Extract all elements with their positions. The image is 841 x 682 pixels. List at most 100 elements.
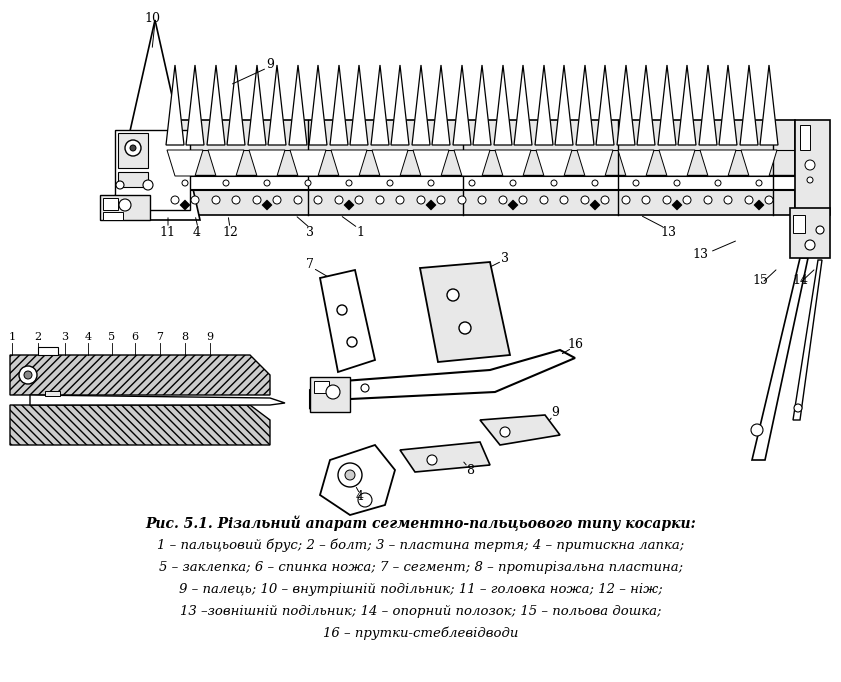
Polygon shape bbox=[227, 65, 245, 145]
Polygon shape bbox=[249, 150, 285, 176]
Text: 13: 13 bbox=[660, 226, 676, 239]
Bar bbox=[800, 125, 810, 150]
Bar bbox=[790, 208, 830, 258]
Circle shape bbox=[674, 180, 680, 186]
Polygon shape bbox=[186, 65, 204, 145]
Polygon shape bbox=[453, 65, 471, 145]
Circle shape bbox=[478, 196, 486, 204]
Polygon shape bbox=[268, 65, 286, 145]
Circle shape bbox=[253, 196, 261, 204]
Polygon shape bbox=[637, 65, 655, 145]
Polygon shape bbox=[372, 150, 408, 176]
Polygon shape bbox=[494, 65, 512, 145]
Circle shape bbox=[459, 322, 471, 334]
Circle shape bbox=[633, 180, 639, 186]
Bar bbox=[100, 195, 150, 220]
Circle shape bbox=[19, 366, 37, 384]
Polygon shape bbox=[413, 150, 449, 176]
Circle shape bbox=[182, 180, 188, 186]
Circle shape bbox=[469, 180, 475, 186]
Bar bbox=[38, 347, 58, 355]
Text: 9: 9 bbox=[551, 406, 559, 419]
Circle shape bbox=[326, 385, 340, 399]
Polygon shape bbox=[596, 65, 614, 145]
Polygon shape bbox=[514, 65, 532, 145]
Bar bbox=[103, 212, 123, 220]
Circle shape bbox=[816, 226, 824, 234]
Text: 16 – прутки-стеблевідводи: 16 – прутки-стеблевідводи bbox=[323, 626, 519, 640]
Text: 8: 8 bbox=[182, 332, 188, 342]
Circle shape bbox=[765, 196, 773, 204]
Text: 13 –зовнішній подільник; 14 – опорний полозок; 15 – польова дошка;: 13 –зовнішній подільник; 14 – опорний по… bbox=[180, 604, 662, 617]
Bar bbox=[314, 381, 329, 393]
Polygon shape bbox=[344, 200, 354, 210]
Polygon shape bbox=[700, 150, 736, 176]
Text: 9: 9 bbox=[206, 332, 214, 342]
Text: 3: 3 bbox=[501, 252, 509, 265]
Circle shape bbox=[551, 180, 557, 186]
Polygon shape bbox=[617, 65, 635, 145]
Polygon shape bbox=[320, 445, 395, 515]
Polygon shape bbox=[371, 65, 389, 145]
Polygon shape bbox=[536, 150, 572, 176]
Text: 7: 7 bbox=[306, 258, 314, 271]
Bar bbox=[45, 391, 60, 396]
Circle shape bbox=[499, 196, 507, 204]
Polygon shape bbox=[208, 150, 244, 176]
Circle shape bbox=[622, 196, 630, 204]
Polygon shape bbox=[412, 65, 430, 145]
Text: 12: 12 bbox=[222, 226, 238, 239]
Polygon shape bbox=[262, 200, 272, 210]
Circle shape bbox=[358, 493, 372, 507]
Text: 4: 4 bbox=[356, 490, 364, 503]
Polygon shape bbox=[420, 262, 510, 362]
Polygon shape bbox=[576, 65, 594, 145]
Text: 1: 1 bbox=[356, 226, 364, 239]
Circle shape bbox=[458, 196, 466, 204]
Circle shape bbox=[500, 427, 510, 437]
Circle shape bbox=[642, 196, 650, 204]
Polygon shape bbox=[740, 65, 758, 145]
Polygon shape bbox=[508, 200, 518, 210]
Circle shape bbox=[428, 180, 434, 186]
Circle shape bbox=[130, 145, 136, 151]
Polygon shape bbox=[432, 65, 450, 145]
Polygon shape bbox=[480, 415, 560, 445]
Polygon shape bbox=[672, 200, 682, 210]
Polygon shape bbox=[760, 65, 778, 145]
Polygon shape bbox=[454, 150, 490, 176]
Polygon shape bbox=[473, 65, 491, 145]
Polygon shape bbox=[699, 65, 717, 145]
Circle shape bbox=[24, 371, 32, 379]
Circle shape bbox=[305, 180, 311, 186]
Circle shape bbox=[335, 196, 343, 204]
Text: 14: 14 bbox=[792, 273, 808, 286]
Circle shape bbox=[745, 196, 753, 204]
Circle shape bbox=[116, 181, 124, 189]
Bar bbox=[103, 198, 118, 210]
Circle shape bbox=[751, 424, 763, 436]
Polygon shape bbox=[741, 150, 777, 176]
Circle shape bbox=[355, 196, 363, 204]
Polygon shape bbox=[754, 200, 764, 210]
Circle shape bbox=[387, 180, 393, 186]
Circle shape bbox=[437, 196, 445, 204]
Text: 5 – заклепка; 6 – спинка ножа; 7 – сегмент; 8 – протирізальна пластина;: 5 – заклепка; 6 – спинка ножа; 7 – сегме… bbox=[159, 561, 683, 574]
Circle shape bbox=[601, 196, 609, 204]
Polygon shape bbox=[320, 270, 375, 372]
Polygon shape bbox=[180, 200, 190, 210]
Circle shape bbox=[294, 196, 302, 204]
Text: 10: 10 bbox=[144, 12, 160, 25]
Circle shape bbox=[724, 196, 732, 204]
Circle shape bbox=[347, 337, 357, 347]
Text: 3: 3 bbox=[61, 332, 69, 342]
Text: 1 – пальцьовий брус; 2 – болт; 3 – пластина тертя; 4 – притискна лапка;: 1 – пальцьовий брус; 2 – болт; 3 – пласт… bbox=[157, 538, 685, 552]
Polygon shape bbox=[719, 65, 737, 145]
Polygon shape bbox=[10, 355, 270, 395]
Polygon shape bbox=[658, 65, 676, 145]
Bar bbox=[793, 215, 805, 233]
Circle shape bbox=[560, 196, 568, 204]
Circle shape bbox=[447, 289, 459, 301]
Circle shape bbox=[581, 196, 589, 204]
Polygon shape bbox=[577, 150, 613, 176]
